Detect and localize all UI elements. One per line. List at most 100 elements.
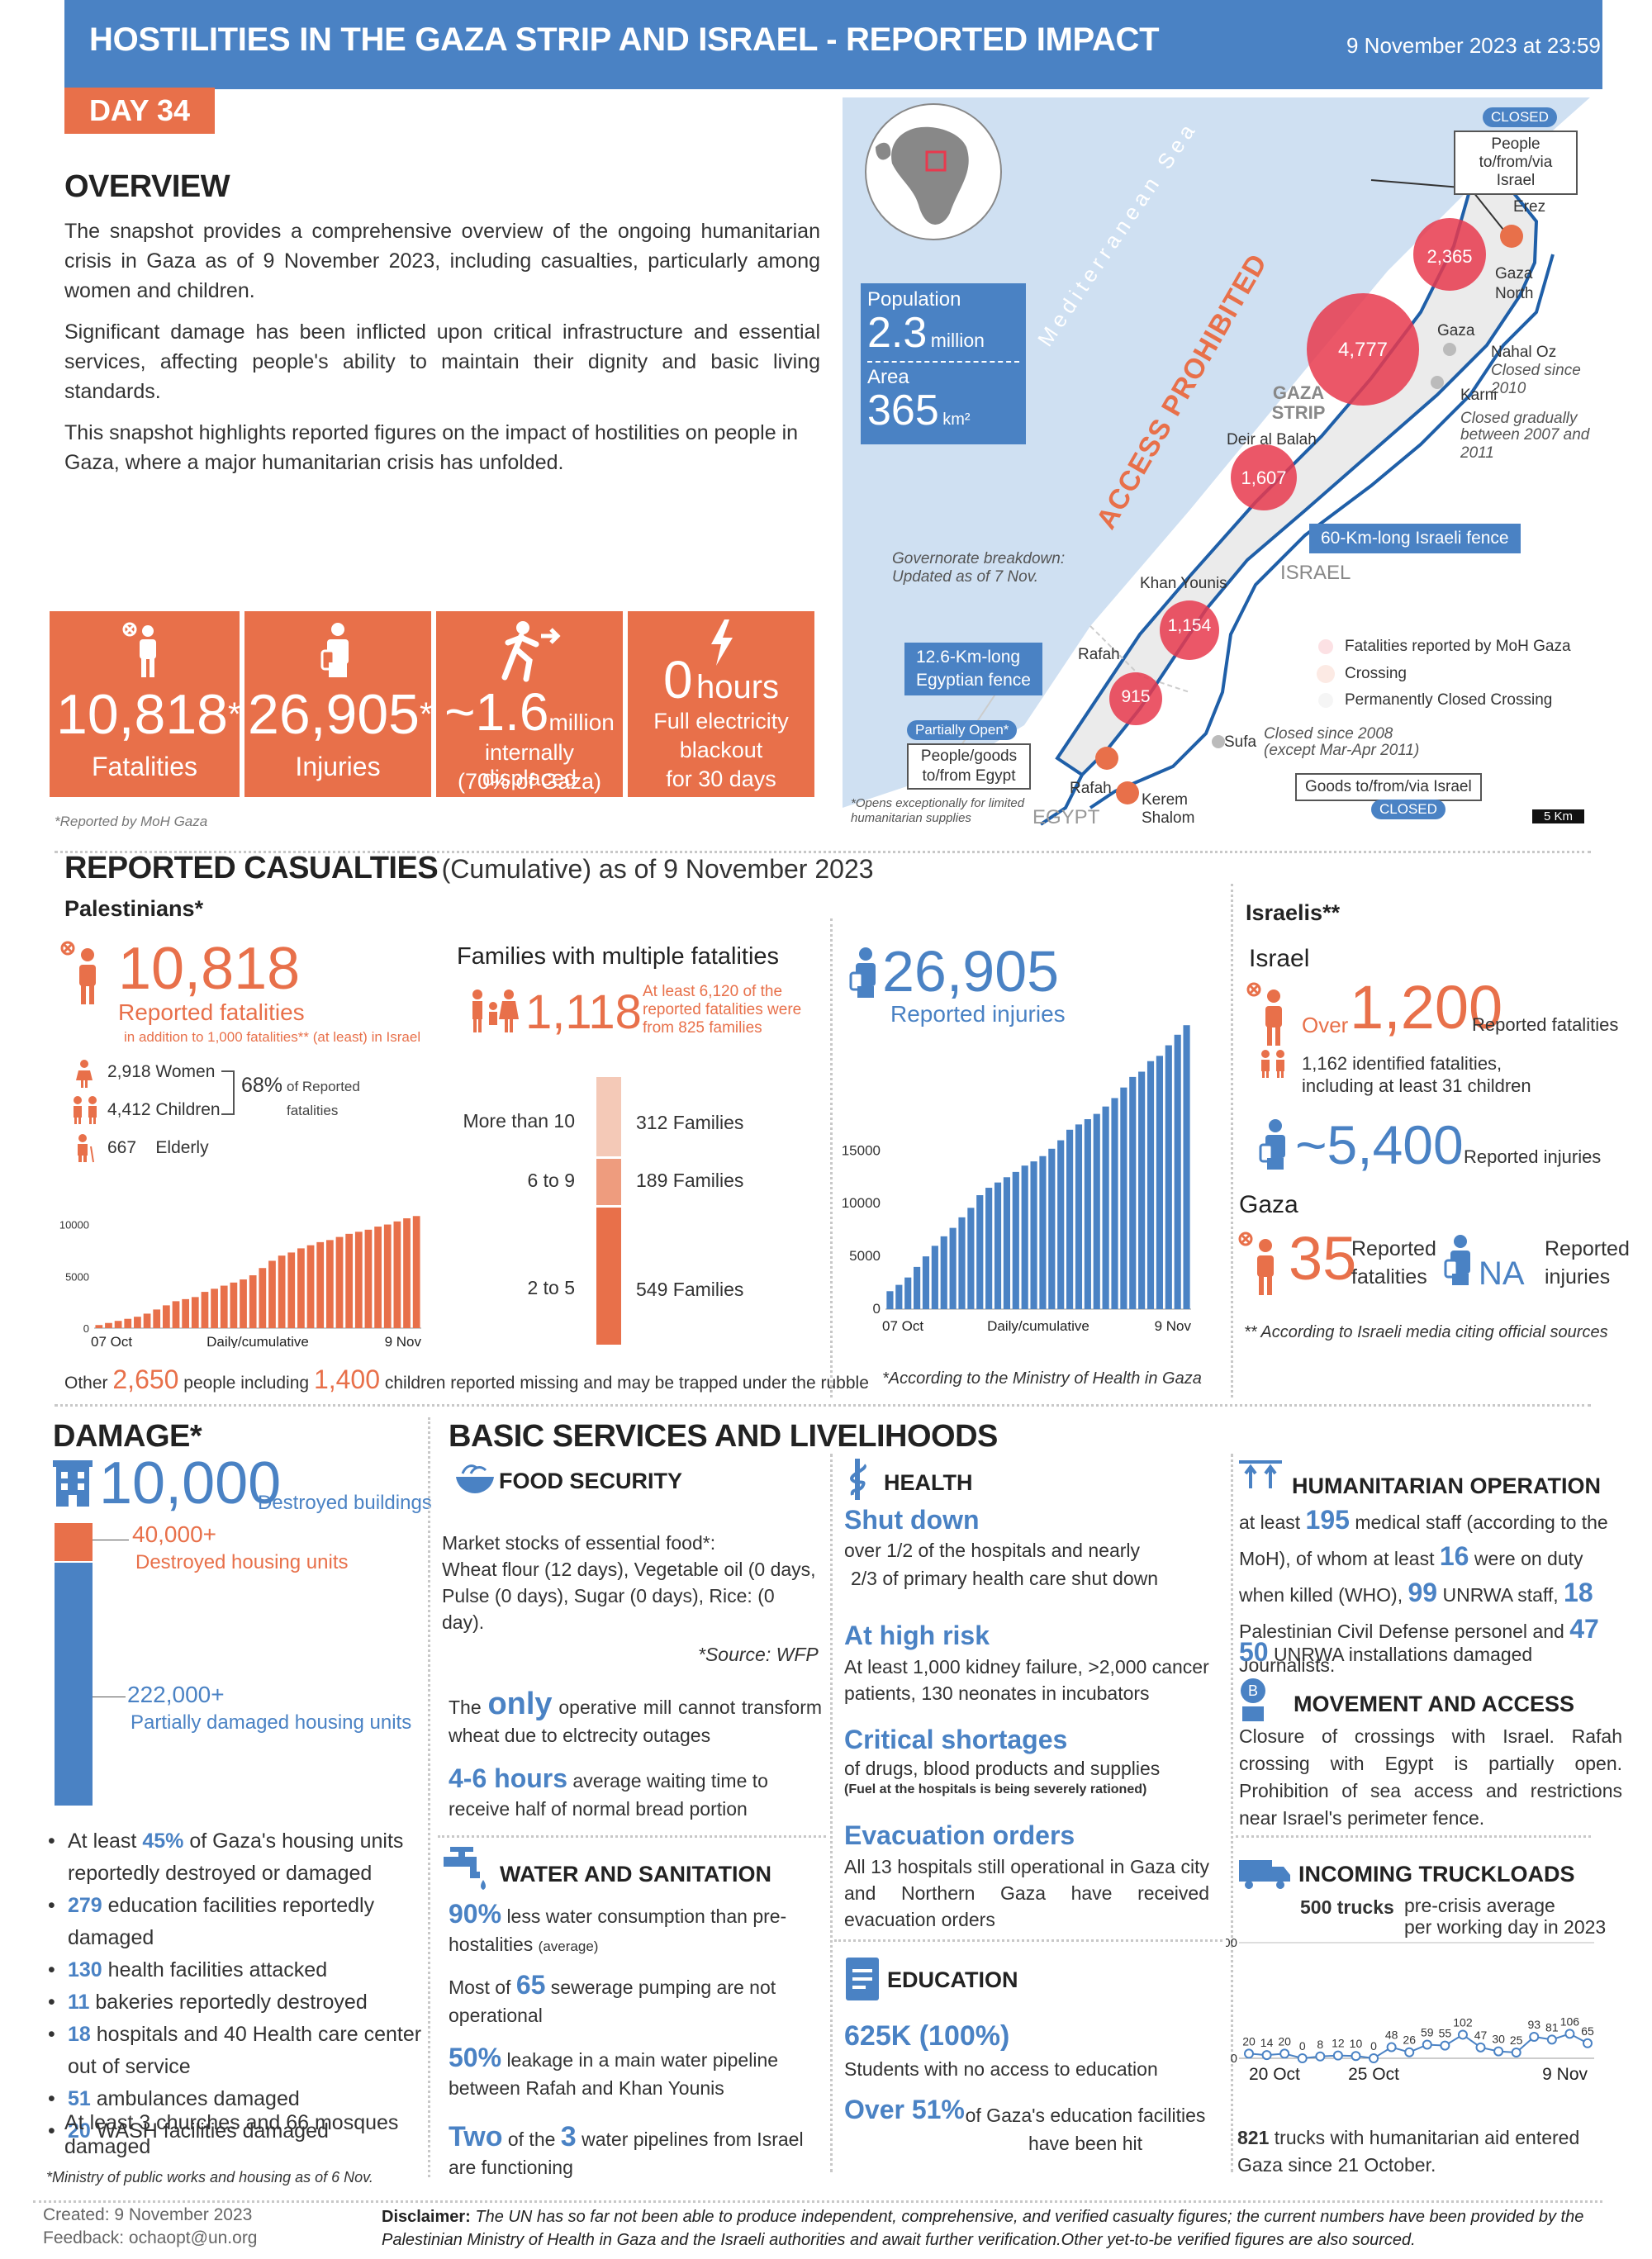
trucks-point [1369,2053,1379,2063]
food-bowl-icon [456,1464,494,1493]
shortages-note: (Fuel at the hospitals is being severely… [844,1782,1147,1796]
mill-pre: The [449,1697,482,1718]
family-icon [472,989,519,1032]
health-title: HEALTH [884,1470,973,1495]
risk-title: At high risk [844,1621,990,1650]
population-value: 2.3 million [867,308,985,358]
population-number: 2.3 [867,309,928,357]
book-icon [846,1958,879,2000]
chart-bar [268,1260,276,1328]
mill-post: operative mill cannot transform wheat du… [449,1697,823,1746]
trucks-point [1564,2029,1575,2039]
evacuation-text: All 13 hospitals still operational in Ga… [844,1856,1209,1930]
damage-item-highlight: 18 [68,2023,91,2046]
divider-trucks [1236,1835,1591,1838]
sewer-pre: Most of [449,1977,511,1998]
blackout-number: 0 [662,650,693,709]
pal-fatalities-value: 10,818 [118,936,301,1002]
missing-pre: Other [64,1374,108,1393]
missing-mid: people including [183,1374,310,1393]
injured-person-icon [1259,1119,1285,1170]
trucks-value-label: 25 [1510,2034,1523,2047]
map-legend [1305,630,1578,716]
egypt-label: EGYPT [1032,806,1100,828]
chart-bar [364,1229,373,1328]
casualties-title-main: REPORTED CASUALTIES [64,851,439,885]
families-row-1-label: More than 10 [463,1110,575,1132]
pipelines-highlight-2: 3 [560,2121,577,2152]
chart-bar [1120,1087,1127,1309]
families-row-3-label: 2 to 5 [527,1277,575,1298]
overview-paragraph-3: This snapshot highlights reported figure… [64,421,799,474]
population-label: Population [867,288,961,311]
damage-item: 20 WASH facilities damaged [48,2115,436,2147]
families-title: Families with multiple fatalities [457,943,780,970]
disclaimer: Disclaimer: The UN has so far not been a… [382,2205,1588,2252]
food-stocks-title: Market stocks of essential food*: [442,1532,716,1554]
missing-children: 1,400 [313,1364,381,1394]
trucks-note-2: per working day in 2023 [1404,1916,1607,1938]
fatalities-number: 10,818 [56,683,228,746]
egypt-fence-line-1: 12.6-Km-long [916,648,1021,667]
chart-bar [1030,1161,1037,1309]
trucks-point [1244,2048,1254,2059]
trucks-point [1422,2039,1432,2050]
trucks-total-number: 821 [1237,2127,1270,2148]
injured-person-icon [849,947,876,998]
overview-title: OVERVIEW [64,169,230,204]
overview-paragraph-2: Significant damage has been inflicted up… [64,320,820,403]
chart-bar [124,1318,132,1328]
chart-bar [1012,1171,1019,1309]
humanitarian-highlight: 18 [1564,1578,1593,1607]
injured-person-icon [1444,1235,1470,1285]
humanitarian-highlight: 47 [1569,1614,1599,1644]
blackout-label-1: Full electricity [653,709,789,733]
feedback-email: Feedback: ochaopt@un.org [43,2228,258,2247]
chart-bar [191,1297,199,1328]
families-note-3: from 825 families [643,1019,762,1037]
gaza-israeli-inj-label-1: Reported [1545,1237,1630,1260]
blackout-label-3: for 30 days [666,766,776,791]
water-avg: (average) [538,1939,599,1954]
x-start-label: 07 Oct [91,1334,132,1348]
women-count: 2,918 Women [107,1062,215,1082]
children-label: Children [155,1100,221,1119]
divider-water [438,1835,826,1838]
x-tick-label: 20 Oct [1249,2065,1300,2084]
trucks-point [1457,2029,1468,2040]
chart-bar [114,1321,122,1328]
chart-bar [134,1317,141,1328]
education-students-text: Students with no access to education [844,2058,1158,2080]
chart-bar [985,1188,993,1309]
chart-bar [1129,1076,1137,1309]
chart-bar [904,1277,912,1309]
header-bar [64,0,1602,89]
education-facilities-value: Over 51% [844,2095,965,2124]
trucks-value-label: 0 [1370,2039,1377,2053]
person-injured-icon [122,622,156,677]
gaza-north-value: 2,365 [1427,246,1473,267]
trucks-point [1297,2053,1308,2063]
gaza-israeli-label: Gaza [1239,1191,1298,1218]
y-tick-label: 5000 [849,1248,881,1264]
trucks-point [1475,2042,1486,2053]
chart-bar [1039,1156,1047,1309]
humanitarian-installations: 50 UNRWA installations damaged [1239,1637,1532,1668]
karni-note-2: between 2007 and 2011 [1460,426,1590,462]
leakage-post: leakage in a main water pipeline between… [449,2049,779,2099]
chart-bar [940,1236,947,1309]
displaced-value: ~1.6million [436,681,623,743]
disclaimer-text: The UN has so far not been able to produ… [382,2208,1584,2249]
blackout-tile [628,611,814,797]
trucks-point [1351,2051,1361,2062]
chart-bar [403,1218,411,1328]
chart-bar [143,1313,151,1328]
x-start-label: 07 Oct [882,1318,923,1334]
shutdown-title: Shut down [844,1505,980,1535]
women-label: Women [155,1062,216,1081]
divider-health [830,1454,833,2172]
population-divider [867,361,1019,363]
fatalities-value: 10,818* [56,686,241,743]
sufa-note-1: Closed since 2008 [1264,725,1393,743]
partially-open-badge: Partially Open* [907,720,1018,740]
